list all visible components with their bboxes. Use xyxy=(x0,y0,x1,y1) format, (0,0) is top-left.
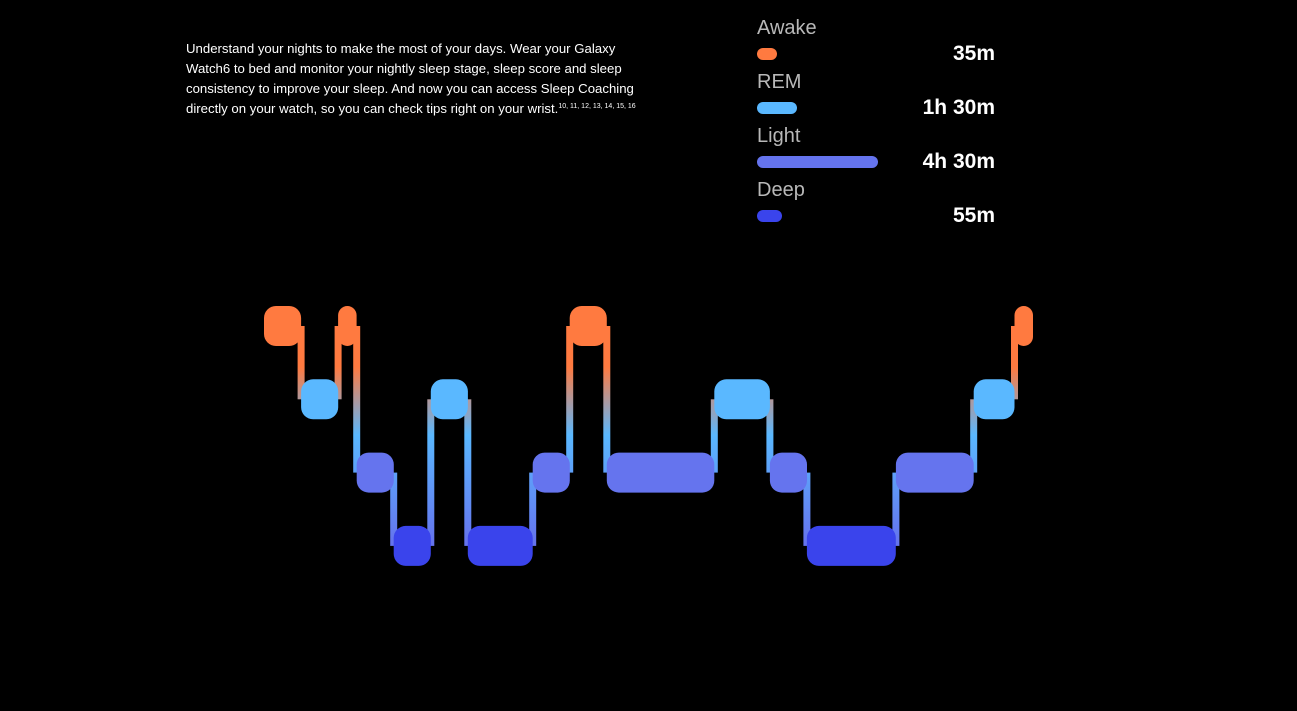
transition-line xyxy=(803,472,811,546)
legend-label-deep: Deep xyxy=(757,179,805,201)
intro-text: Understand your nights to make the most … xyxy=(186,41,634,116)
transition-line xyxy=(566,326,574,473)
stage-block-rem xyxy=(430,379,468,420)
legend-item-deep: Deep 55m xyxy=(757,178,997,232)
legend-value-awake: 35m xyxy=(952,42,995,65)
stage-transition-lines xyxy=(297,326,1018,546)
stage-block-awake xyxy=(338,306,357,346)
stage-block-rem xyxy=(301,379,339,420)
transition-line xyxy=(353,326,361,473)
transition-line xyxy=(427,399,435,546)
legend-value-rem: 1h 30m xyxy=(922,96,995,119)
stage-block-awake xyxy=(569,306,607,346)
transition-line xyxy=(334,326,342,400)
transition-line xyxy=(603,326,611,473)
legend-label-rem: REM xyxy=(757,71,802,93)
legend-bar-light xyxy=(757,156,878,168)
transition-line xyxy=(892,472,900,546)
sleep-stage-legend: Awake 35m REM 1h 30m Light 4h 30m Deep 55m xyxy=(757,16,997,232)
legend-item-awake: Awake 35m xyxy=(757,16,997,70)
transition-line xyxy=(390,472,398,546)
legend-bar-deep xyxy=(757,210,782,222)
legend-item-rem: REM 1h 30m xyxy=(757,70,997,124)
legend-value-light: 4h 30m xyxy=(922,150,995,173)
intro-paragraph: Understand your nights to make the most … xyxy=(186,39,646,119)
stage-block-light xyxy=(606,452,715,493)
transition-line xyxy=(766,399,774,473)
stage-block-light xyxy=(895,452,974,493)
legend-value-deep: 55m xyxy=(952,204,995,227)
stage-block-light xyxy=(769,452,807,493)
stage-block-rem xyxy=(714,379,770,420)
transition-line xyxy=(464,399,472,546)
stage-block-light xyxy=(356,452,394,493)
legend-label-light: Light xyxy=(757,125,801,147)
legend-label-awake: Awake xyxy=(757,17,817,39)
legend-bar-awake xyxy=(757,48,777,60)
transition-line xyxy=(710,399,718,473)
stage-block-light xyxy=(532,452,570,493)
transition-line xyxy=(529,472,537,546)
stage-block-deep xyxy=(806,525,896,566)
footnote-refs: 10, 11, 12, 13, 14, 15, 16 xyxy=(558,103,636,110)
legend-bar-rem xyxy=(757,102,798,114)
stage-block-deep xyxy=(393,525,431,566)
transition-line xyxy=(1011,326,1018,400)
stage-blocks xyxy=(264,306,1033,566)
transition-line xyxy=(297,326,305,400)
stage-block-awake xyxy=(264,306,302,346)
legend-item-light: Light 4h 30m xyxy=(757,124,997,178)
transition-line xyxy=(970,399,978,473)
stage-block-rem xyxy=(973,379,1015,420)
stage-block-deep xyxy=(467,525,533,566)
stage-block-awake xyxy=(1014,306,1033,346)
